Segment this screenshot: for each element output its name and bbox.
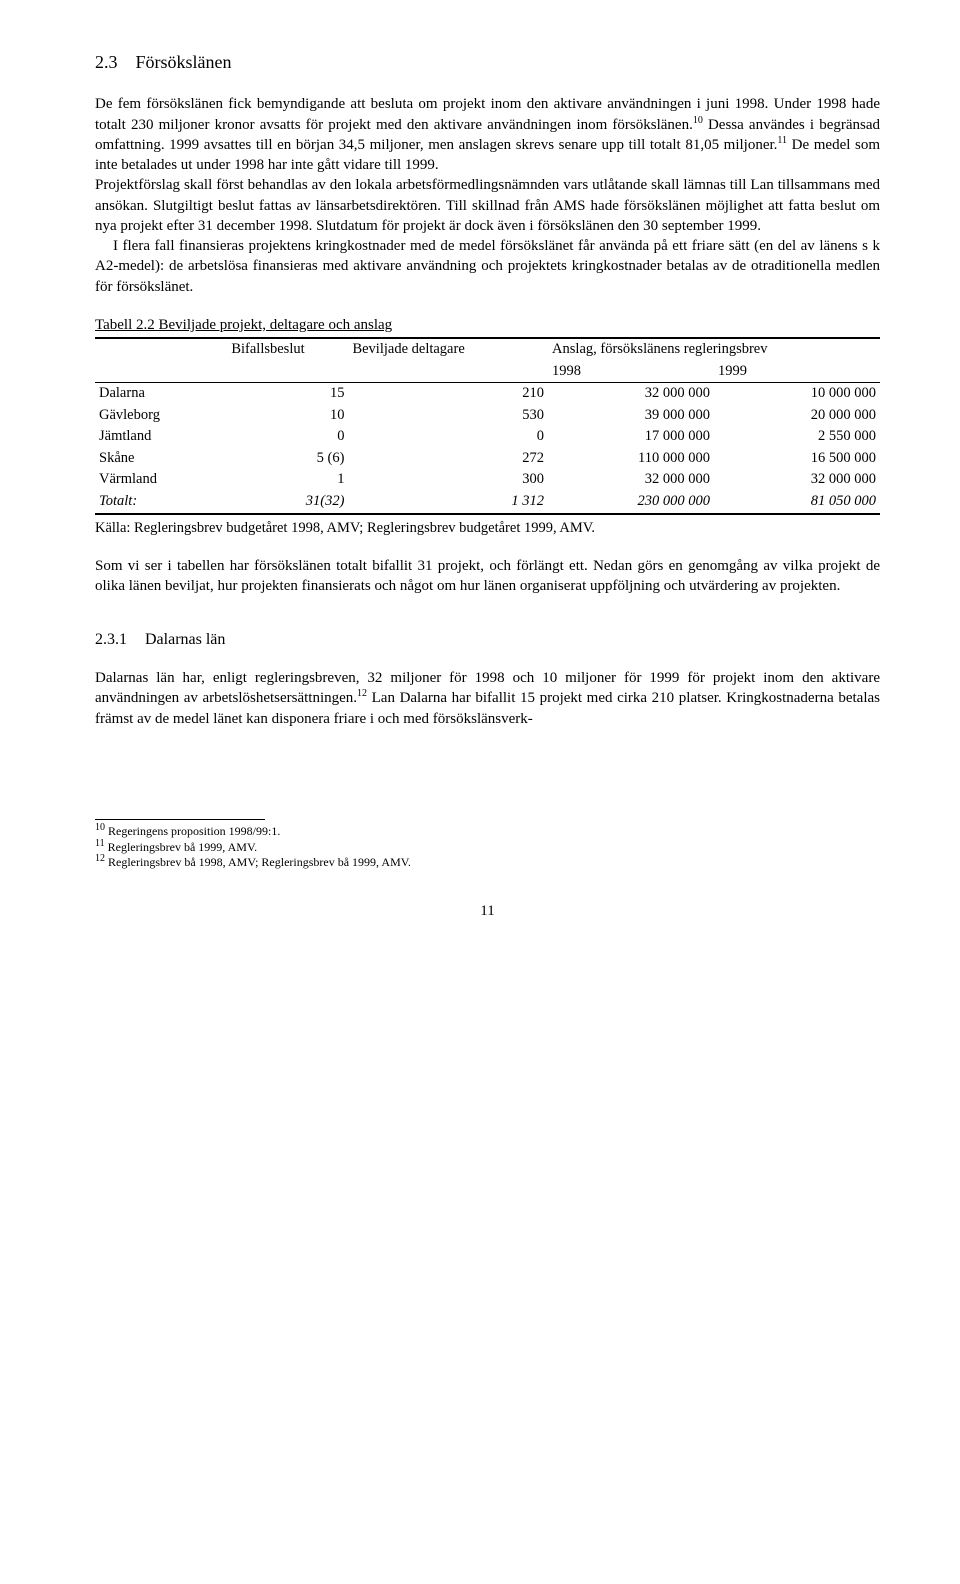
- body-paragraph: De fem försökslänen fick bemyndigande at…: [95, 94, 880, 175]
- footnote-ref: 10: [693, 115, 703, 126]
- section-number: 2.3: [95, 50, 118, 74]
- table-source: Källa: Regleringsbrev budgetåret 1998, A…: [95, 519, 880, 539]
- section-heading: 2.3 Försökslänen: [95, 50, 880, 74]
- page-number: 11: [95, 901, 880, 921]
- subsection-heading: 2.3.1 Dalarnas län: [95, 629, 880, 651]
- body-paragraph: Som vi ser i tabellen har försökslänen t…: [95, 556, 880, 597]
- section-title: Försökslänen: [136, 52, 232, 72]
- table-row: Skåne 5 (6) 272 110 000 000 16 500 000: [95, 448, 880, 470]
- footnotes-block: 10 Regeringens proposition 1998/99:1. 11…: [95, 819, 880, 871]
- table-row: Värmland 1 300 32 000 000 32 000 000: [95, 469, 880, 491]
- table-row: Dalarna 15 210 32 000 000 10 000 000: [95, 383, 880, 405]
- footnote: 12 Regleringsbrev bå 1998, AMV; Reglerin…: [95, 855, 880, 871]
- table-row: Gävleborg 10 530 39 000 000 20 000 000: [95, 405, 880, 427]
- footnote-rule: [95, 819, 265, 820]
- footnote: 10 Regeringens proposition 1998/99:1.: [95, 824, 880, 840]
- table-header: 1999: [714, 361, 880, 383]
- data-table: Bifallsbeslut Beviljade deltagare Anslag…: [95, 337, 880, 515]
- subsection-number: 2.3.1: [95, 629, 127, 651]
- body-paragraph: Dalarnas län har, enligt regleringsbreve…: [95, 668, 880, 729]
- footnote-ref: 12: [357, 688, 367, 699]
- table-header: Anslag, försökslänens regleringsbrev: [548, 338, 880, 361]
- table-total-row: Totalt: 31(32) 1 312 230 000 000 81 050 …: [95, 491, 880, 514]
- table-header: 1998: [548, 361, 714, 383]
- table-caption: Tabell 2.2 Beviljade projekt, deltagare …: [95, 315, 880, 335]
- body-paragraph: Projektförslag skall först behandlas av …: [95, 175, 880, 236]
- table-row: Jämtland 0 0 17 000 000 2 550 000: [95, 426, 880, 448]
- footnote-ref: 11: [777, 135, 787, 146]
- subsection-title: Dalarnas län: [145, 631, 225, 648]
- table-header: Bifallsbeslut: [227, 338, 348, 361]
- table-header: Beviljade deltagare: [348, 338, 548, 361]
- body-paragraph: I flera fall finansieras projektens krin…: [95, 236, 880, 297]
- footnote: 11 Regleringsbrev bå 1999, AMV.: [95, 840, 880, 856]
